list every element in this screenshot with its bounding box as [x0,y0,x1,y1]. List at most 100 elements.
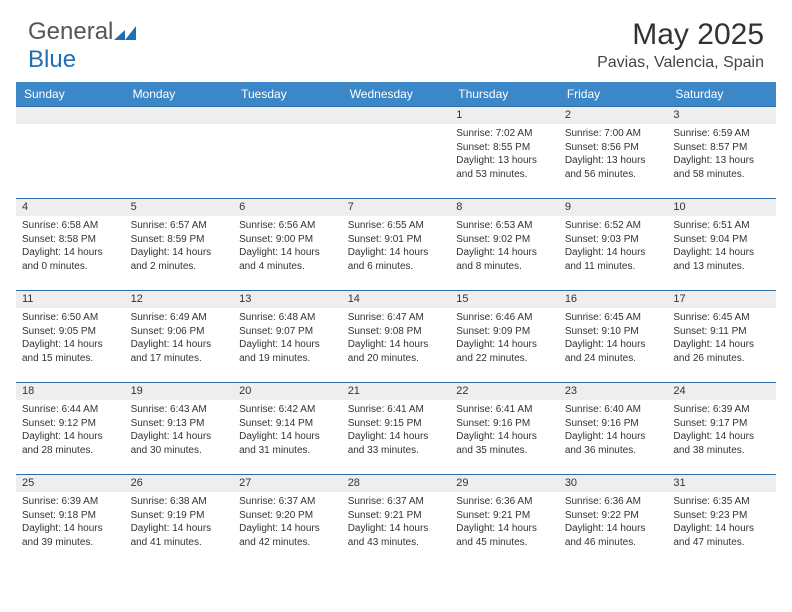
calendar-cell: 9Sunrise: 6:52 AMSunset: 9:03 PMDaylight… [559,198,668,290]
weekday-header-row: Sunday Monday Tuesday Wednesday Thursday… [16,82,776,106]
cell-body: Sunrise: 6:39 AMSunset: 9:18 PMDaylight:… [16,492,125,551]
cell-line: Sunset: 9:13 PM [131,417,228,431]
cell-line: and 11 minutes. [565,260,662,274]
cell-body: Sunrise: 6:35 AMSunset: 9:23 PMDaylight:… [667,492,776,551]
cell-line: Sunset: 9:21 PM [348,509,445,523]
day-number: 5 [125,198,234,216]
cell-line: Daylight: 14 hours [673,522,770,536]
calendar-cell: 16Sunrise: 6:45 AMSunset: 9:10 PMDayligh… [559,290,668,382]
cell-line: Sunset: 9:14 PM [239,417,336,431]
cell-line: Sunset: 8:58 PM [22,233,119,247]
calendar-cell: 21Sunrise: 6:41 AMSunset: 9:15 PMDayligh… [342,382,451,474]
cell-body: Sunrise: 6:52 AMSunset: 9:03 PMDaylight:… [559,216,668,275]
cell-line: Sunset: 9:08 PM [348,325,445,339]
cell-line: Sunrise: 6:49 AM [131,311,228,325]
cell-line: Sunset: 9:04 PM [673,233,770,247]
cell-line: Sunset: 9:17 PM [673,417,770,431]
cell-body: Sunrise: 6:36 AMSunset: 9:22 PMDaylight:… [559,492,668,551]
calendar-cell: 12Sunrise: 6:49 AMSunset: 9:06 PMDayligh… [125,290,234,382]
cell-line: Daylight: 14 hours [348,522,445,536]
cell-line: Sunset: 8:55 PM [456,141,553,155]
cell-line: and 4 minutes. [239,260,336,274]
day-number [342,106,451,124]
cell-line: Sunrise: 6:45 AM [673,311,770,325]
day-number: 23 [559,382,668,400]
location: Pavias, Valencia, Spain [597,54,764,72]
cell-body: Sunrise: 6:51 AMSunset: 9:04 PMDaylight:… [667,216,776,275]
cell-line: Daylight: 14 hours [456,430,553,444]
calendar-cell: 8Sunrise: 6:53 AMSunset: 9:02 PMDaylight… [450,198,559,290]
calendar-cell: 20Sunrise: 6:42 AMSunset: 9:14 PMDayligh… [233,382,342,474]
cell-line: Daylight: 14 hours [673,338,770,352]
cell-line: and 26 minutes. [673,352,770,366]
day-number: 24 [667,382,776,400]
cell-line: Sunset: 9:16 PM [565,417,662,431]
calendar-body: 1Sunrise: 7:02 AMSunset: 8:55 PMDaylight… [16,106,776,566]
calendar-cell [16,106,125,198]
cell-line: Sunset: 9:06 PM [131,325,228,339]
cell-body: Sunrise: 6:37 AMSunset: 9:21 PMDaylight:… [342,492,451,551]
cell-body: Sunrise: 6:45 AMSunset: 9:11 PMDaylight:… [667,308,776,367]
weekday-header: Wednesday [342,82,451,106]
cell-line: Sunrise: 6:39 AM [22,495,119,509]
cell-body: Sunrise: 6:58 AMSunset: 8:58 PMDaylight:… [16,216,125,275]
calendar-cell: 18Sunrise: 6:44 AMSunset: 9:12 PMDayligh… [16,382,125,474]
cell-line: Daylight: 14 hours [239,246,336,260]
cell-body [16,124,125,129]
cell-line: Sunset: 9:11 PM [673,325,770,339]
calendar-cell: 10Sunrise: 6:51 AMSunset: 9:04 PMDayligh… [667,198,776,290]
cell-line: and 41 minutes. [131,536,228,550]
page-title: May 2025 [597,18,764,52]
day-number: 3 [667,106,776,124]
cell-line: Sunrise: 6:57 AM [131,219,228,233]
cell-line: Sunrise: 6:40 AM [565,403,662,417]
cell-line: Sunset: 9:19 PM [131,509,228,523]
cell-line: Daylight: 14 hours [456,338,553,352]
cell-line: Sunset: 8:57 PM [673,141,770,155]
cell-body: Sunrise: 7:00 AMSunset: 8:56 PMDaylight:… [559,124,668,183]
calendar-cell: 2Sunrise: 7:00 AMSunset: 8:56 PMDaylight… [559,106,668,198]
cell-line: Daylight: 14 hours [239,338,336,352]
cell-line: and 58 minutes. [673,168,770,182]
cell-body: Sunrise: 6:45 AMSunset: 9:10 PMDaylight:… [559,308,668,367]
calendar-table: Sunday Monday Tuesday Wednesday Thursday… [16,82,776,566]
cell-line: and 22 minutes. [456,352,553,366]
day-number: 14 [342,290,451,308]
cell-line: Daylight: 14 hours [239,522,336,536]
cell-body [233,124,342,129]
cell-line: Sunset: 9:23 PM [673,509,770,523]
cell-body: Sunrise: 6:59 AMSunset: 8:57 PMDaylight:… [667,124,776,183]
cell-line: Sunset: 9:05 PM [22,325,119,339]
day-number: 30 [559,474,668,492]
cell-line: Sunrise: 6:43 AM [131,403,228,417]
cell-body: Sunrise: 6:41 AMSunset: 9:15 PMDaylight:… [342,400,451,459]
cell-line: Sunset: 9:00 PM [239,233,336,247]
weekday-header: Sunday [16,82,125,106]
day-number: 25 [16,474,125,492]
cell-line: Daylight: 14 hours [22,522,119,536]
cell-body: Sunrise: 6:50 AMSunset: 9:05 PMDaylight:… [16,308,125,367]
cell-line: Sunset: 9:09 PM [456,325,553,339]
cell-body: Sunrise: 6:56 AMSunset: 9:00 PMDaylight:… [233,216,342,275]
calendar-cell [342,106,451,198]
calendar-cell: 7Sunrise: 6:55 AMSunset: 9:01 PMDaylight… [342,198,451,290]
weekday-header: Friday [559,82,668,106]
cell-line: Sunrise: 6:52 AM [565,219,662,233]
day-number: 7 [342,198,451,216]
header: GeneralBlue May 2025 Pavias, Valencia, S… [0,0,792,82]
calendar-row: 25Sunrise: 6:39 AMSunset: 9:18 PMDayligh… [16,474,776,566]
day-number: 16 [559,290,668,308]
cell-line: and 47 minutes. [673,536,770,550]
calendar-row: 18Sunrise: 6:44 AMSunset: 9:12 PMDayligh… [16,382,776,474]
cell-body: Sunrise: 6:46 AMSunset: 9:09 PMDaylight:… [450,308,559,367]
day-number [233,106,342,124]
day-number: 8 [450,198,559,216]
cell-line: Daylight: 14 hours [22,338,119,352]
day-number: 22 [450,382,559,400]
logo-general: General [28,18,113,45]
cell-body: Sunrise: 7:02 AMSunset: 8:55 PMDaylight:… [450,124,559,183]
cell-line: Sunset: 9:10 PM [565,325,662,339]
cell-body [125,124,234,129]
day-number: 4 [16,198,125,216]
cell-body: Sunrise: 6:41 AMSunset: 9:16 PMDaylight:… [450,400,559,459]
